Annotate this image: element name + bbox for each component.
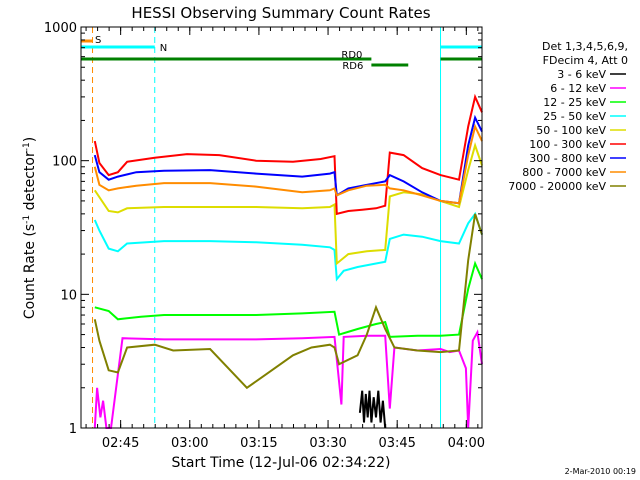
flag-label: RD0 xyxy=(341,50,362,61)
legend-entry: 7000 - 20000 keV xyxy=(508,180,606,193)
legend-entry: 25 - 50 keV xyxy=(543,110,606,123)
series-line xyxy=(93,329,483,429)
legend: Det 1,3,4,5,6,9,FDecim 4, Att 03 - 6 keV… xyxy=(508,40,628,193)
y-axis-label-part: detector xyxy=(22,151,38,215)
y-tick-label: 1000 xyxy=(44,21,77,36)
x-axis-label: Start Time (12-Jul-06 02:34:22) xyxy=(171,455,390,471)
y-axis-label-sup: -1 xyxy=(22,215,32,224)
flag-label: RD6 xyxy=(342,61,363,72)
legend-entry: 50 - 100 keV xyxy=(536,124,606,137)
y-axis-label: Count Rate (s-1 detector-1) xyxy=(22,137,38,319)
series-line xyxy=(358,390,387,429)
x-tick-label: 04:00 xyxy=(448,436,485,451)
y-axis-label-sup: -1 xyxy=(22,142,32,151)
x-tick-label: 03:30 xyxy=(309,436,346,451)
legend-entry: 100 - 300 keV xyxy=(529,138,606,151)
y-axis-label-part: Count Rate (s xyxy=(22,224,38,319)
y-axis: 1 10 100 1000 xyxy=(44,21,482,437)
series-line xyxy=(93,93,483,216)
legend-entry: 800 - 7000 keV xyxy=(522,166,606,179)
series-line xyxy=(94,260,483,338)
y-tick-label: 1 xyxy=(69,422,77,437)
series-line xyxy=(93,211,483,282)
legend-entry: 6 - 12 keV xyxy=(550,82,606,95)
legend-title: FDecim 4, Att 0 xyxy=(543,54,628,67)
series-line xyxy=(93,213,483,390)
legend-entry: 300 - 800 keV xyxy=(529,152,606,165)
plot-frame xyxy=(80,26,483,429)
x-tick-label: 03:45 xyxy=(378,436,415,451)
legend-entry: 3 - 6 keV xyxy=(557,68,606,81)
x-axis: 02:45 03:00 03:15 03:30 03:45 04:00 xyxy=(85,27,485,451)
series-line xyxy=(93,142,483,266)
x-tick-label: 03:00 xyxy=(171,436,208,451)
flag-label: N xyxy=(160,43,167,54)
footer-date: 2-Mar-2010 00:19 xyxy=(565,467,636,476)
series-line xyxy=(93,123,483,205)
x-tick-label: 03:15 xyxy=(240,436,277,451)
legend-entry: 12 - 25 keV xyxy=(543,96,606,109)
flag-label: S xyxy=(95,35,101,46)
legend-title: Det 1,3,4,5,6,9, xyxy=(542,40,628,53)
chart-title: HESSI Observing Summary Count Rates xyxy=(131,4,430,22)
x-tick-label: 02:45 xyxy=(102,436,139,451)
y-tick-label: 100 xyxy=(52,155,77,170)
y-tick-label: 10 xyxy=(60,288,77,303)
y-axis-label-part: ) xyxy=(22,137,38,142)
